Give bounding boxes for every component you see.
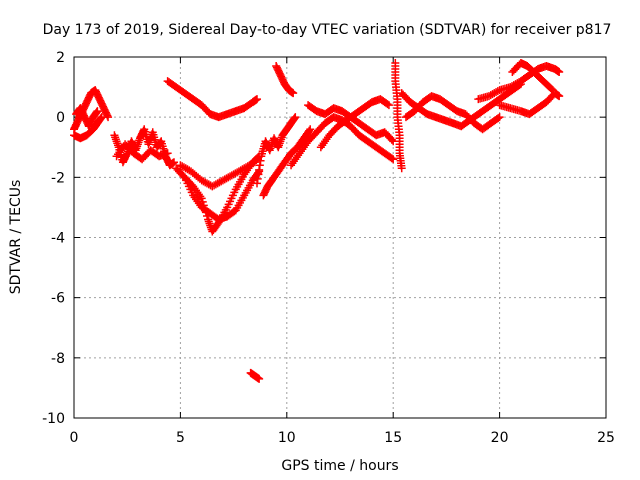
data-point bbox=[548, 86, 557, 95]
y-axis-label: SDTVAR / TECUs bbox=[8, 180, 24, 295]
data-point bbox=[250, 158, 259, 167]
series-arc-pre-noon bbox=[253, 113, 300, 188]
data-point bbox=[170, 158, 179, 167]
data-point bbox=[253, 95, 262, 104]
data-point bbox=[397, 164, 406, 173]
data-point bbox=[289, 89, 298, 98]
y-tick-label: 2 bbox=[56, 50, 65, 66]
data-point bbox=[389, 155, 398, 164]
data-point bbox=[387, 154, 396, 163]
data-points bbox=[70, 59, 564, 383]
series-arc-rising-morning bbox=[163, 77, 262, 122]
data-point bbox=[291, 113, 300, 122]
series-arc-dip-b bbox=[176, 158, 259, 191]
data-point bbox=[555, 92, 564, 101]
x-tick-label: 0 bbox=[70, 430, 79, 446]
series-arc-midday-b bbox=[304, 101, 398, 146]
series-arc-morning-b bbox=[112, 140, 172, 164]
series-arc-early-c bbox=[72, 104, 102, 131]
y-tick-label: -4 bbox=[51, 231, 65, 247]
y-tick-label: -10 bbox=[42, 411, 65, 427]
data-point bbox=[493, 87, 502, 96]
series-arc-late-b bbox=[495, 89, 564, 119]
series-arc-isolated-low bbox=[246, 368, 264, 383]
y-tick-label: -8 bbox=[51, 351, 65, 367]
series-arc-pre-noon-b bbox=[259, 125, 315, 200]
data-point bbox=[495, 113, 504, 122]
x-tick-label: 10 bbox=[278, 430, 296, 446]
data-point bbox=[197, 194, 206, 203]
data-point bbox=[384, 101, 393, 110]
data-point bbox=[163, 149, 172, 158]
y-tick-label: 0 bbox=[56, 110, 65, 126]
data-point bbox=[255, 374, 264, 383]
y-tick-label: -6 bbox=[51, 291, 65, 307]
x-tick-label: 15 bbox=[384, 430, 402, 446]
data-point bbox=[97, 113, 106, 122]
y-tick-label: -2 bbox=[51, 170, 65, 186]
data-point bbox=[494, 114, 503, 123]
x-tick-label: 25 bbox=[597, 430, 615, 446]
x-axis: 0 5 10 15 20 25 bbox=[70, 57, 615, 446]
data-point bbox=[249, 159, 258, 168]
series-arc-vertical-fifteen bbox=[391, 59, 406, 173]
data-point bbox=[306, 125, 315, 134]
data-point bbox=[305, 126, 314, 135]
series-arc-early-b bbox=[70, 113, 106, 143]
x-tick-label: 5 bbox=[176, 430, 185, 446]
series-arc-afternoon-a bbox=[397, 80, 525, 131]
grid-lines bbox=[74, 57, 606, 418]
data-point bbox=[555, 68, 564, 77]
series-arc-high-nine bbox=[272, 62, 298, 98]
data-point bbox=[547, 85, 556, 94]
series-arc-midday-c bbox=[316, 95, 393, 152]
data-point bbox=[93, 107, 102, 116]
series-arc-late-c bbox=[508, 59, 557, 95]
y-axis: -10 -8 -6 -4 -2 0 2 bbox=[42, 50, 606, 427]
x-axis-label: GPS time / hours bbox=[281, 458, 398, 474]
data-point bbox=[387, 135, 396, 144]
data-point bbox=[383, 100, 392, 109]
chart-title: Day 173 of 2019, Sidereal Day-to-day VTE… bbox=[43, 22, 612, 38]
series-arc-afternoon-b bbox=[401, 92, 504, 134]
x-tick-label: 20 bbox=[491, 430, 509, 446]
